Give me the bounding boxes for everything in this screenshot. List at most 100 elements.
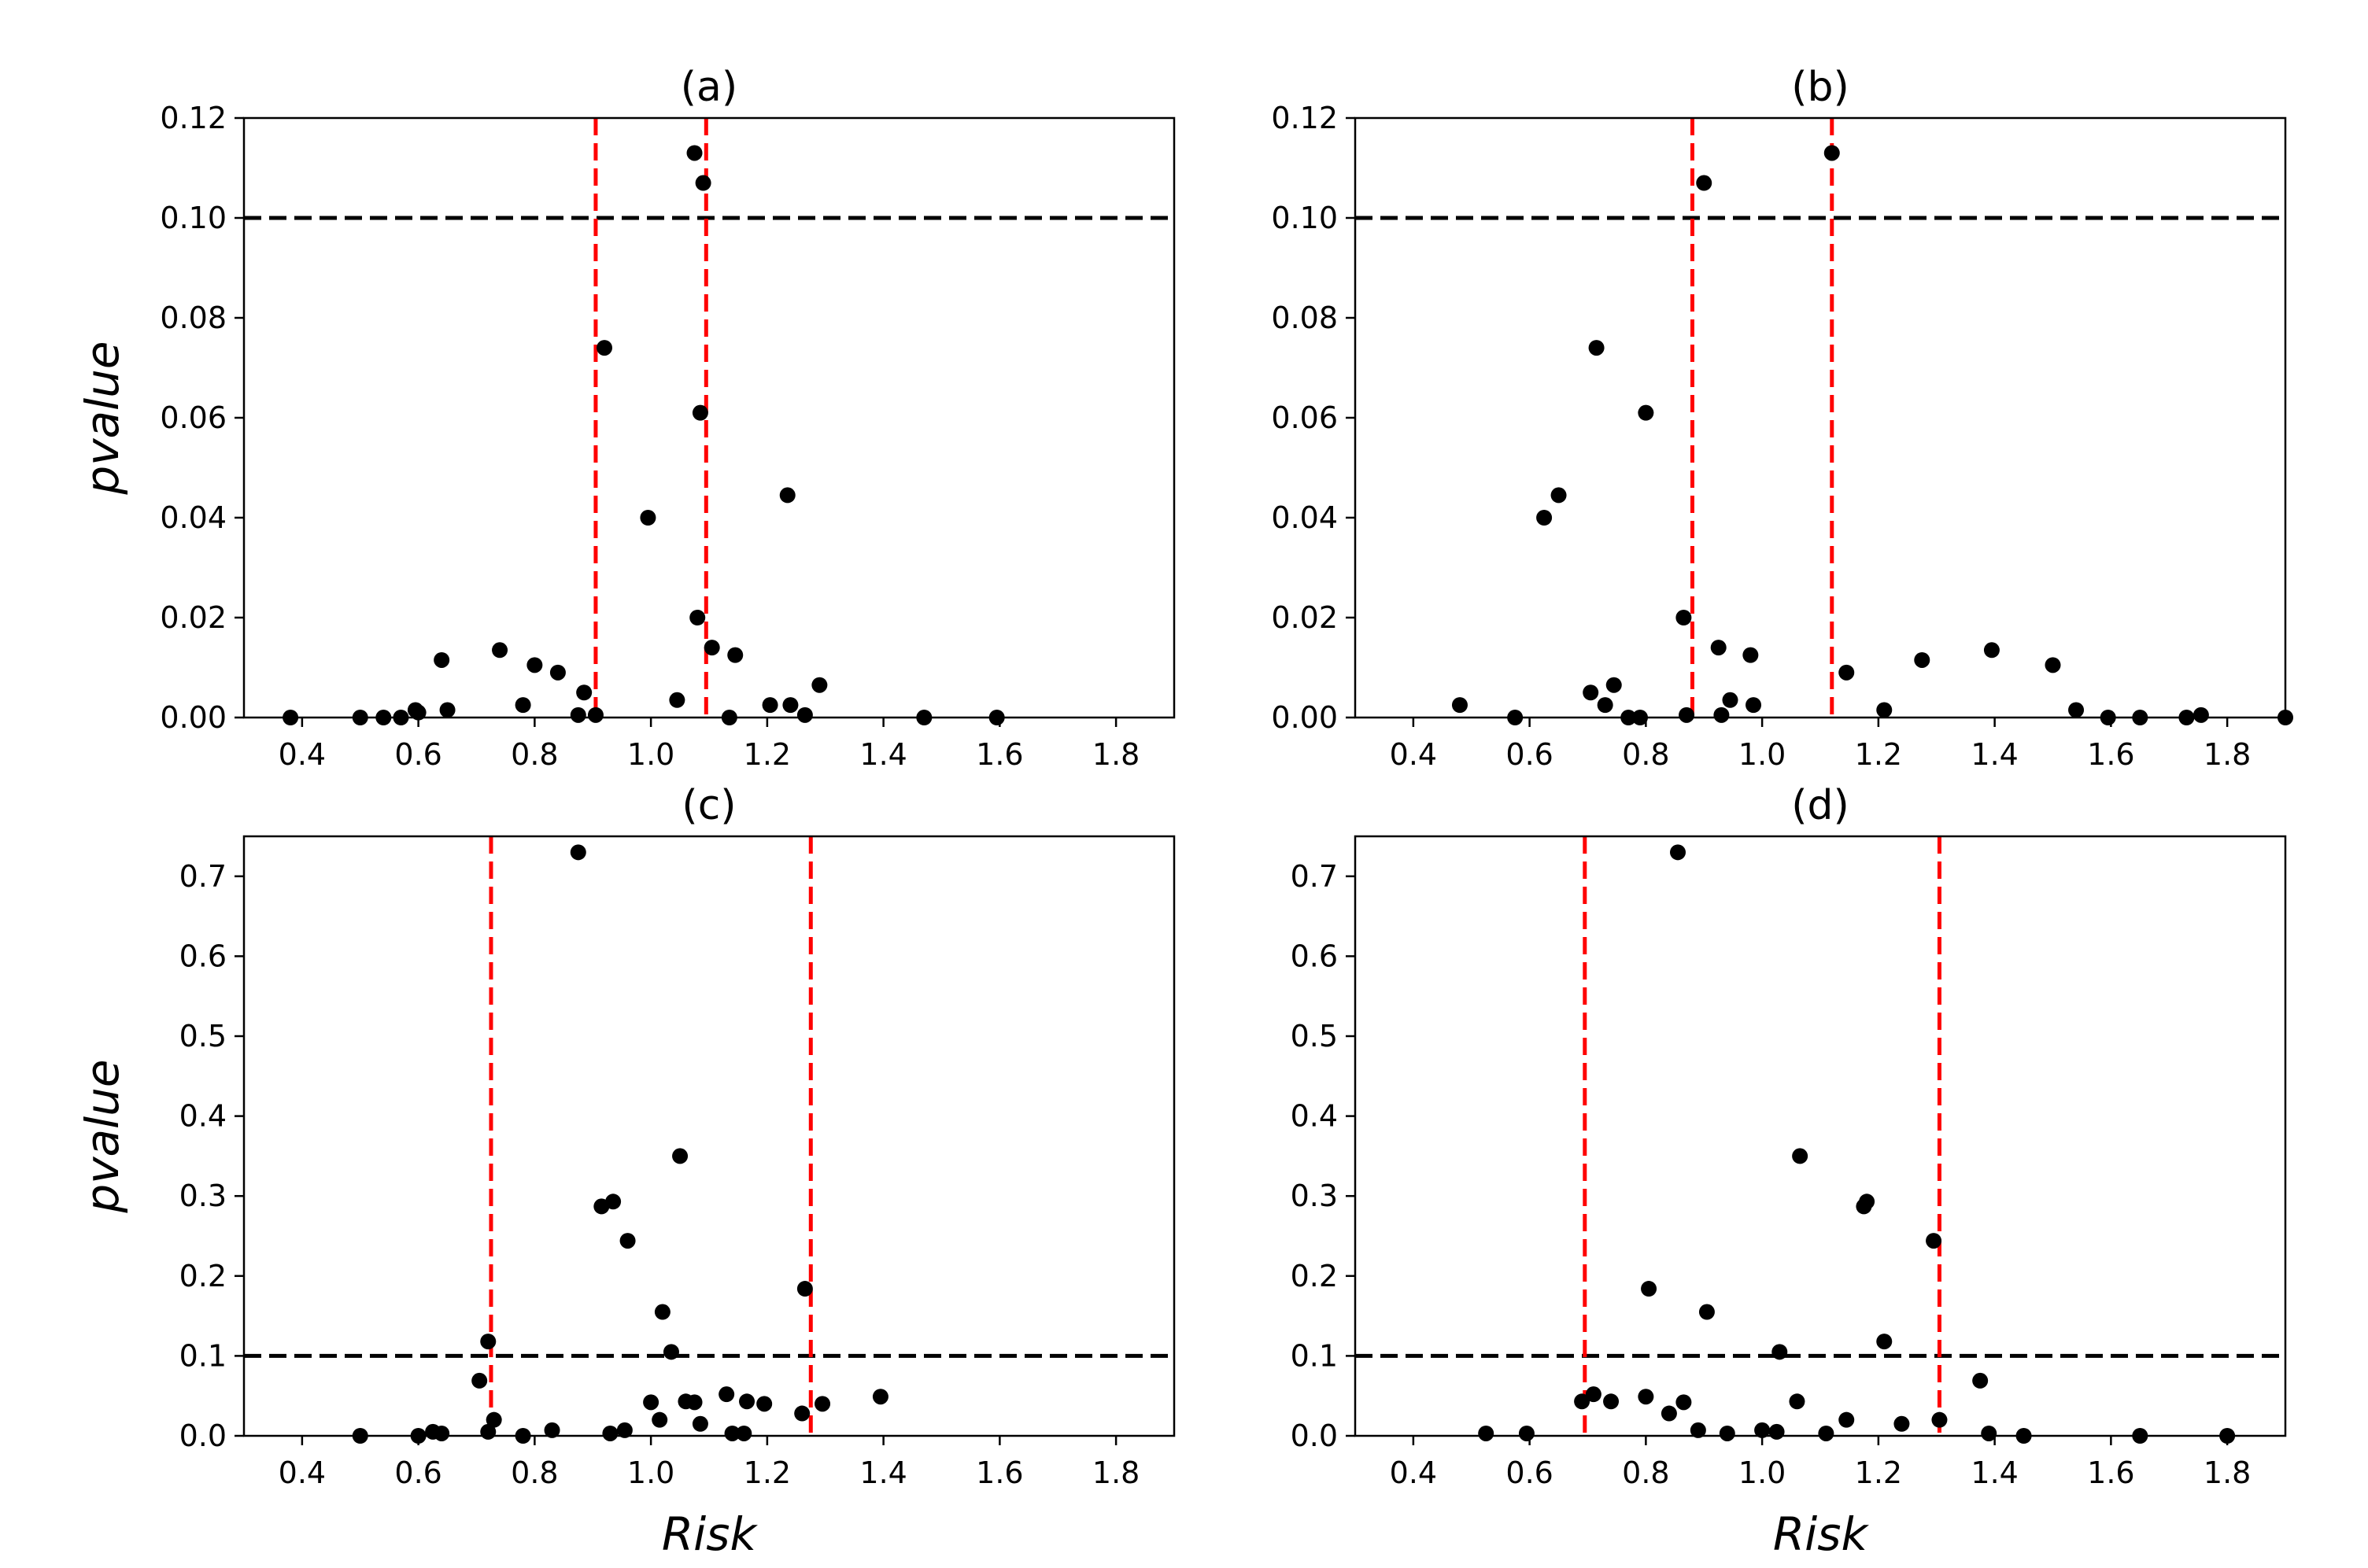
y-tick-label-c: 0.6 xyxy=(179,939,227,973)
x-tick-label-d: 0.8 xyxy=(1622,1455,1669,1490)
data-point-d xyxy=(1638,1389,1654,1405)
y-tick-label-a: 0.08 xyxy=(160,301,227,335)
x-tick-label-a: 0.8 xyxy=(511,737,558,772)
data-point-a xyxy=(526,657,543,673)
x-tick-label-c: 1.0 xyxy=(627,1455,674,1490)
data-point-d xyxy=(1754,1422,1771,1438)
data-point-c xyxy=(471,1372,488,1389)
data-point-d xyxy=(1981,1425,1997,1441)
data-point-a xyxy=(640,510,656,526)
data-point-a xyxy=(695,175,711,191)
data-point-d xyxy=(1698,1304,1715,1320)
y-tick-label-c: 0.1 xyxy=(179,1338,227,1373)
data-point-d xyxy=(1931,1411,1948,1428)
data-point-d xyxy=(1675,1394,1692,1411)
data-point-c xyxy=(652,1411,668,1428)
panel-c: (c) 0.4 0.6 0.8 1.0 1.2 1.4 1.6 1.8 0.0 0.1 0.2 0.3 0… xyxy=(76,782,1176,1561)
data-point-c xyxy=(486,1411,502,1428)
data-point-a xyxy=(410,704,427,721)
y-tick-label-a: 0.10 xyxy=(160,201,227,235)
y-tick-label-b: 0.10 xyxy=(1271,201,1338,235)
x-tick-label-c: 0.8 xyxy=(511,1455,558,1490)
panel-a: (a) 0.4 0.6 0.8 1.0 1.2 1.4 1.6 1.8 0.00 0.02 0.04 0… xyxy=(76,64,1176,772)
panel-title-d: (d) xyxy=(1791,782,1849,829)
x-tick-label-a: 1.4 xyxy=(859,737,907,772)
data-point-a xyxy=(669,692,685,708)
data-point-c xyxy=(544,1422,560,1438)
data-point-c xyxy=(724,1425,741,1441)
data-point-d xyxy=(1768,1423,1785,1440)
y-tick-label-c: 0.0 xyxy=(179,1419,227,1453)
data-point-c xyxy=(872,1389,888,1405)
data-point-c xyxy=(570,844,586,861)
x-tick-label-b: 0.4 xyxy=(1390,737,1437,772)
data-point-d xyxy=(1641,1281,1657,1297)
y-tick-label-b: 0.04 xyxy=(1271,500,1338,535)
data-point-b xyxy=(1588,340,1605,356)
x-tick-label-b: 1.8 xyxy=(2204,737,2251,772)
x-tick-label-d: 1.4 xyxy=(1971,1455,2018,1490)
panel-frame-c xyxy=(242,835,1176,1437)
data-point-a xyxy=(727,647,744,663)
data-point-a xyxy=(570,707,586,723)
data-point-a xyxy=(811,677,828,693)
y-tick-label-d: 0.0 xyxy=(1291,1419,1338,1453)
data-point-c xyxy=(815,1396,831,1412)
data-point-d xyxy=(1670,844,1686,861)
data-point-a xyxy=(692,404,708,421)
data-point-b xyxy=(1983,642,2000,659)
x-tick-label-a: 1.6 xyxy=(976,737,1023,772)
x-tick-label-d: 1.2 xyxy=(1855,1455,1902,1490)
data-point-a xyxy=(576,684,593,701)
x-tick-label-a: 0.6 xyxy=(394,737,441,772)
data-point-b xyxy=(1451,697,1468,714)
data-point-a xyxy=(782,697,799,714)
data-point-b xyxy=(2068,702,2085,718)
data-point-b xyxy=(1605,677,1622,693)
x-tick-label-c: 1.6 xyxy=(976,1455,1023,1490)
y-tick-label-d: 0.7 xyxy=(1291,859,1338,894)
panel-title-a: (a) xyxy=(681,64,737,111)
data-point-a xyxy=(779,487,796,504)
data-point-d xyxy=(1574,1393,1590,1410)
data-point-b xyxy=(1638,404,1654,421)
data-point-b xyxy=(1742,647,1759,663)
x-tick-label-b: 0.8 xyxy=(1622,737,1669,772)
data-point-a xyxy=(796,707,813,723)
data-point-b xyxy=(1675,610,1692,625)
panel-d: (d) 0.4 0.6 0.8 1.0 1.2 1.4 1.6 1.8 0.0 0.1 0.2 0.3 0… xyxy=(1291,782,2287,1561)
data-point-d xyxy=(1838,1411,1855,1428)
x-tick-label-d: 1.0 xyxy=(1738,1455,1786,1490)
x-tick-label-b: 1.4 xyxy=(1971,737,2018,772)
data-point-d xyxy=(1690,1422,1706,1438)
x-tick-label-a: 0.4 xyxy=(279,737,326,772)
y-tick-label-a: 0.00 xyxy=(160,700,227,735)
y-tick-label-d: 0.2 xyxy=(1291,1259,1338,1293)
data-point-c xyxy=(605,1194,622,1210)
x-tick-label-a: 1.0 xyxy=(627,737,674,772)
data-point-c xyxy=(719,1386,735,1403)
y-tick-label-a: 0.12 xyxy=(160,101,227,135)
data-point-a xyxy=(549,664,566,681)
data-point-c xyxy=(796,1281,813,1297)
data-point-d xyxy=(1972,1372,1989,1389)
x-tick-label-b: 1.2 xyxy=(1855,737,1902,772)
y-tick-label-d: 0.5 xyxy=(1291,1019,1338,1053)
x-tick-label-a: 1.2 xyxy=(744,737,791,772)
y-axis-label-a: pvalue xyxy=(76,341,129,495)
x-axis-label-d: Risk xyxy=(1773,1507,1870,1561)
data-point-d xyxy=(1893,1415,1910,1432)
data-point-d xyxy=(1859,1194,1875,1210)
data-point-c xyxy=(434,1425,450,1441)
data-point-c xyxy=(480,1334,497,1350)
x-axis-label-c: Risk xyxy=(662,1507,759,1561)
data-point-b xyxy=(1838,664,1855,681)
data-point-a xyxy=(492,642,508,659)
data-point-d xyxy=(1585,1386,1601,1403)
x-tick-label-b: 0.6 xyxy=(1505,737,1553,772)
x-tick-label-c: 1.2 xyxy=(744,1455,791,1490)
data-point-d xyxy=(1876,1334,1893,1350)
panel-b: (b) 0.4 0.6 0.8 1.0 1.2 1.4 1.6 1.8 0.00 0.02 0.04 0… xyxy=(1271,64,2293,772)
data-point-c xyxy=(663,1344,679,1360)
x-tick-label-c: 0.4 xyxy=(279,1455,326,1490)
